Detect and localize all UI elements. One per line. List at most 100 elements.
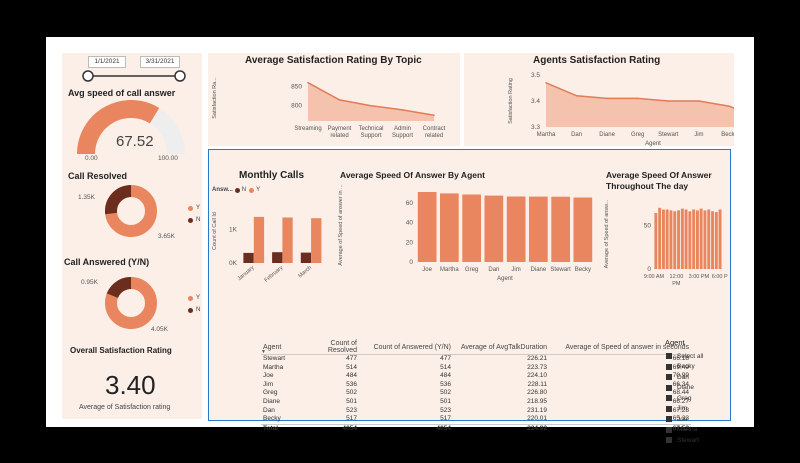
- date-end-input[interactable]: 3/31/2021: [140, 56, 180, 68]
- answered-cell: 514: [440, 363, 451, 371]
- col-speed[interactable]: Average of Speed of answer in seconds: [549, 340, 691, 355]
- data-point: [370, 104, 372, 107]
- table-row[interactable]: Dan 523 523 231.19 67.28: [261, 407, 691, 416]
- agent-slicer-label: Select all: [677, 352, 704, 360]
- col-agent[interactable]: Agent: [261, 340, 307, 355]
- bar: [440, 193, 459, 262]
- selection-frame[interactable]: [208, 149, 731, 421]
- checkbox-icon[interactable]: [666, 395, 672, 402]
- talk-duration-cell: 223.73: [527, 363, 547, 371]
- bar: [669, 210, 673, 269]
- x-tick-label: Greg: [465, 267, 478, 273]
- agent-slicer-item[interactable]: Greg: [666, 393, 726, 404]
- bar: [551, 196, 570, 262]
- call-resolved-title: Call Resolved: [68, 171, 128, 181]
- agent-slicer-item[interactable]: Martha: [666, 425, 726, 436]
- monthly-calls-title: Monthly Calls: [239, 170, 305, 181]
- legend-n-label: N: [196, 217, 201, 223]
- agent-slicer-item[interactable]: Stewart: [666, 435, 726, 446]
- y-axis-label: Average of Speed of answer in ...: [338, 184, 344, 266]
- x-tick-label: Becky: [721, 132, 734, 138]
- checkbox-icon[interactable]: [666, 426, 672, 433]
- table-row[interactable]: Greg 502 502 226.80 68.44: [261, 389, 691, 398]
- speed-gauge-title: Avg speed of call answer: [68, 88, 176, 98]
- sort-indicator-icon[interactable]: ▼: [261, 349, 266, 355]
- speed-cell: 65.33: [672, 415, 689, 423]
- legend-n-label: N: [241, 187, 247, 193]
- bar: [711, 211, 714, 270]
- table-row[interactable]: Stewart 477 477 226.21 66.18: [261, 355, 691, 364]
- col-resolved[interactable]: Count of Resolved: [307, 340, 359, 355]
- bar: [707, 209, 711, 269]
- answered-cell: 517: [440, 415, 451, 423]
- agent-cell: Stewart: [263, 355, 286, 362]
- talk-duration-cell: 226.80: [527, 389, 547, 397]
- table-row[interactable]: Diane 501 501 218.95 66.27: [261, 398, 691, 407]
- x-tick-label: Payment: [328, 126, 352, 132]
- date-slider-start-handle[interactable]: [82, 70, 94, 82]
- checkbox-icon[interactable]: [666, 374, 672, 381]
- checkbox-icon[interactable]: [666, 416, 672, 423]
- col-answered[interactable]: Count of Answered (Y/N): [359, 340, 453, 355]
- talk-duration-cell: 224.10: [527, 372, 547, 380]
- table-row[interactable]: Becky 517 517 220.01 65.33: [261, 415, 691, 424]
- area-fill: [308, 82, 434, 121]
- total-agent-cell: Total: [261, 423, 307, 434]
- checkbox-icon[interactable]: [666, 384, 672, 391]
- speed-gauge-max: 100.00: [158, 155, 178, 162]
- x-axis-label: Agent: [645, 141, 661, 147]
- resolved-cell: 484: [346, 372, 357, 380]
- checkbox-icon[interactable]: [666, 363, 672, 370]
- call-answered-donut: [105, 277, 157, 329]
- agent-slicer-item[interactable]: Dan: [666, 372, 726, 383]
- checkbox-icon[interactable]: [666, 405, 672, 412]
- table-row[interactable]: Jim 536 536 228.11 66.34: [261, 381, 691, 390]
- overall-rating-title: Overall Satisfaction Rating: [70, 346, 172, 355]
- agent-slicer-item[interactable]: Jim: [666, 404, 726, 415]
- bar: [662, 209, 665, 269]
- checkbox-icon[interactable]: [666, 437, 672, 444]
- col-talk-duration[interactable]: Average of AvgTalkDuration: [453, 340, 549, 355]
- answered-cell: 484: [440, 372, 451, 380]
- bar: [417, 192, 437, 262]
- call-resolved-n-label: 1.35K: [78, 194, 95, 201]
- agent-slicer-title: Agent: [665, 338, 685, 347]
- bar: [680, 208, 684, 269]
- area-fill: [546, 82, 734, 127]
- x-tick-label: Joe: [422, 267, 432, 273]
- agent-slicer-item[interactable]: Joe: [666, 414, 726, 425]
- x-tick-label: Greg: [631, 132, 644, 138]
- answered-cell: 523: [440, 406, 451, 414]
- agent-slicer-label: Stewart: [677, 436, 700, 444]
- table-row[interactable]: Martha 514 514 223.73 69.49: [261, 364, 691, 373]
- speed-cell: 69.49: [672, 363, 689, 371]
- agent-slicer-item[interactable]: Diane: [666, 383, 726, 394]
- agent-cell: Becky: [263, 415, 281, 423]
- agent-cell: Joe: [263, 372, 274, 380]
- x-tick-label: Jim: [511, 267, 520, 273]
- date-start-input[interactable]: 1/1/2021: [88, 56, 126, 68]
- y-tick-label: 50: [644, 222, 652, 229]
- agent-slicer-item[interactable]: Select all: [666, 351, 726, 362]
- agent-slicer-item[interactable]: Becky: [666, 362, 726, 373]
- bar: [688, 211, 692, 270]
- x-tick-label: Becky: [575, 267, 591, 273]
- bar: [282, 217, 293, 263]
- data-point: [575, 95, 578, 97]
- data-point: [401, 109, 404, 111]
- table-row[interactable]: Joe 484 484 224.10 70.99: [261, 372, 691, 381]
- x-tick-label: 6:00 PM: [712, 274, 728, 280]
- total-resolved-cell: 4054: [307, 423, 359, 434]
- call-answered-legend: Y N: [188, 295, 200, 313]
- talk-duration-cell: 228.11: [527, 380, 547, 388]
- date-range-slider[interactable]: [62, 69, 202, 83]
- x-tick-label: January: [237, 265, 256, 282]
- checkbox-icon[interactable]: [666, 353, 672, 360]
- bar: [573, 197, 593, 262]
- date-slider-end-handle[interactable]: [174, 70, 186, 82]
- agent-slicer[interactable]: Select all Becky Dan Diane Greg Jim Joe Martha S…: [666, 351, 726, 446]
- call-answered-n-label: 0.95K: [81, 279, 98, 286]
- x-tick-label: Martha: [537, 132, 556, 138]
- bar: [714, 212, 718, 269]
